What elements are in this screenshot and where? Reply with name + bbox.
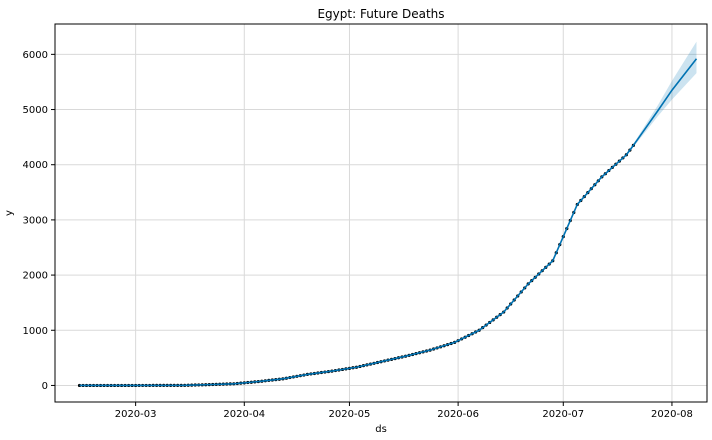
x-tick-label: 2020-06 bbox=[437, 409, 479, 420]
forecast-line bbox=[79, 58, 698, 387]
x-tick-label: 2020-05 bbox=[329, 409, 371, 420]
y-axis-label: y bbox=[4, 210, 15, 216]
x-axis-label: ds bbox=[375, 424, 387, 435]
plot-frame bbox=[54, 23, 708, 403]
y-tick-label: 2000 bbox=[23, 271, 48, 282]
grid-lines bbox=[55, 24, 707, 402]
x-tick-label: 2020-07 bbox=[542, 409, 584, 420]
y-tick-label: 1000 bbox=[23, 326, 48, 337]
x-tick-label: 2020-08 bbox=[651, 409, 693, 420]
chart-title: Egypt: Future Deaths bbox=[317, 7, 444, 21]
y-tick-label: 6000 bbox=[23, 50, 48, 61]
x-tick-label: 2020-03 bbox=[115, 409, 157, 420]
y-tick-label: 0 bbox=[42, 381, 48, 392]
x-tick-label: 2020-04 bbox=[223, 409, 265, 420]
forecast-line-group bbox=[79, 58, 698, 387]
y-tick-label: 3000 bbox=[23, 215, 48, 226]
y-tick-label: 4000 bbox=[23, 160, 48, 171]
y-axis-ticks: 0 1000 2000 3000 4000 5000 6000 bbox=[23, 50, 55, 392]
x-axis-ticks: 2020-03 2020-04 2020-05 2020-06 2020-07 2020-… bbox=[115, 402, 693, 420]
y-tick-label: 5000 bbox=[23, 105, 48, 116]
